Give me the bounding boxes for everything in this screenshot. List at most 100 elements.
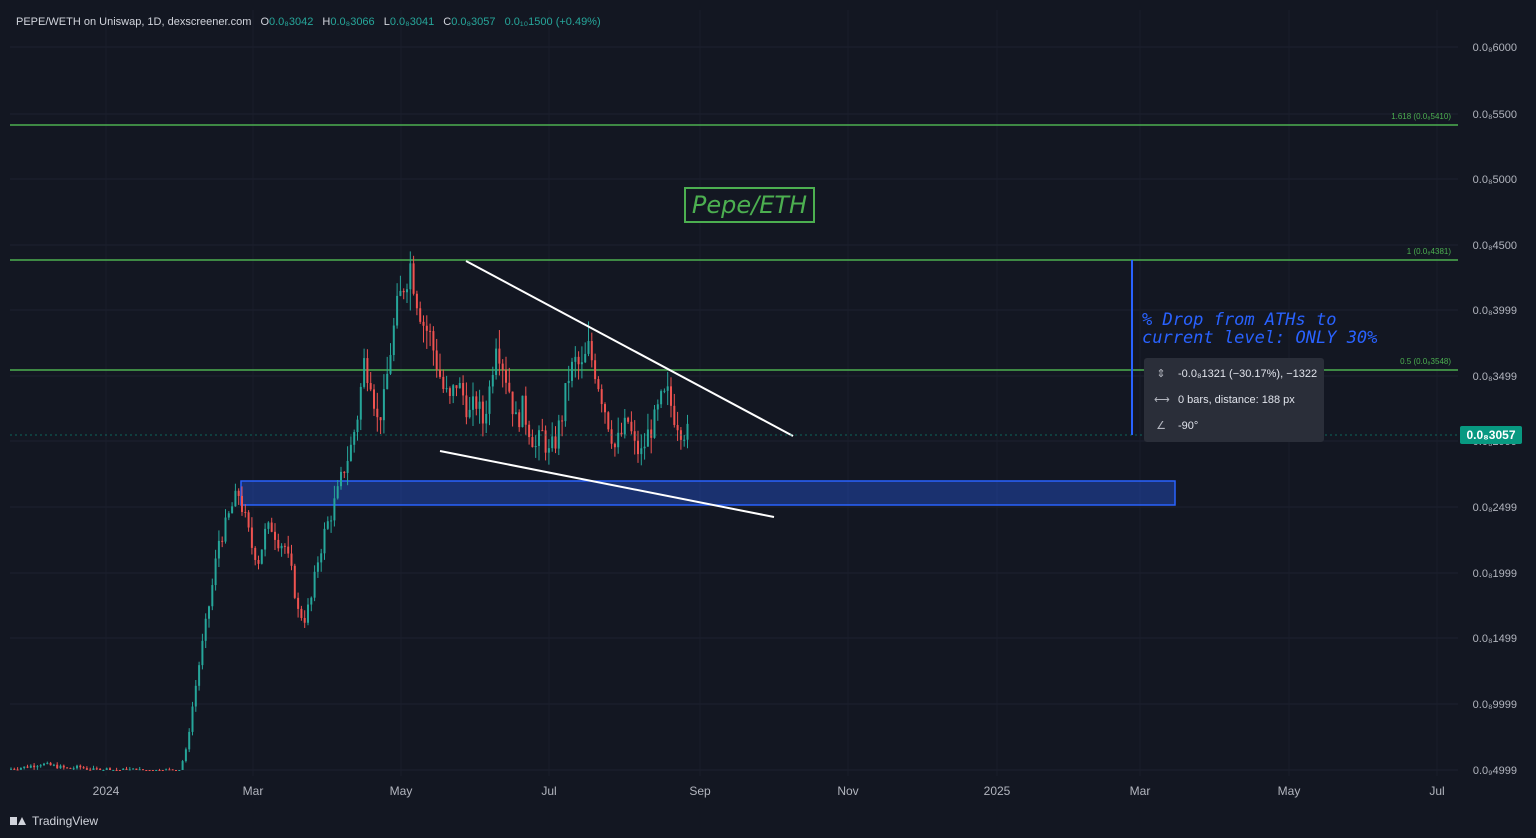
candle-body (118, 770, 121, 771)
candle-body (52, 764, 55, 766)
candle-body (287, 546, 290, 554)
candle-body (445, 388, 448, 390)
candle-body (653, 409, 656, 438)
candle-body (158, 770, 161, 771)
y-tick-label: 0.0₈1499 (1473, 633, 1517, 645)
candle-body (178, 770, 181, 771)
y-tick-label: 0.0₈1999 (1473, 568, 1517, 580)
candle-body (36, 766, 39, 768)
symbol-title: PEPE/WETH on Uniswap, 1D, dexscreener.co… (16, 16, 252, 28)
candle-body (165, 769, 168, 771)
x-tick-label: Nov (837, 784, 858, 798)
candle-body (587, 341, 590, 354)
candle-body (683, 439, 686, 441)
candle-body (89, 769, 92, 771)
candle-body (673, 405, 676, 425)
candle-body (633, 431, 636, 441)
candle-body (198, 665, 201, 686)
candle-body (663, 390, 666, 392)
candle-body (109, 768, 111, 770)
candle-body (392, 325, 395, 356)
candle-body (468, 409, 471, 418)
trendlines (439, 260, 794, 518)
x-tick-label: May (390, 784, 413, 798)
candle-body (528, 424, 531, 438)
candle-body (389, 355, 392, 374)
candle-body (29, 765, 32, 768)
x-tick-label: 2024 (93, 784, 120, 798)
candle-body (623, 417, 626, 435)
y-tick-label: 0.0₉4999 (1473, 765, 1517, 777)
bar-range-icon: ⟷ (1154, 394, 1170, 406)
tradingview-logo-icon (10, 815, 26, 827)
candle-body (59, 765, 62, 769)
candle-body (415, 293, 418, 309)
candle-body (283, 545, 286, 547)
candle-body (574, 356, 577, 362)
chart-title-label[interactable]: Pepe/ETH (684, 187, 815, 223)
high-value: 0.0₈3066 (330, 16, 375, 28)
candle-body (151, 770, 154, 771)
candle-body (135, 768, 138, 770)
candle-body (95, 768, 98, 770)
x-tick-label: Mar (1130, 784, 1151, 798)
candle-body (125, 768, 128, 770)
y-tick-label: 0.0₈2499 (1473, 502, 1517, 514)
y-tick-label: 0.0₈3999 (1473, 305, 1517, 317)
candle-body (62, 765, 65, 768)
candle-body (495, 348, 498, 375)
candle-body (145, 770, 148, 771)
candle-body (481, 401, 484, 424)
candle-body (69, 767, 72, 769)
y-tick-label: 0.0₈5500 (1473, 109, 1517, 121)
fib-level-label: 0.5 (0.0₈3548) (1400, 357, 1451, 366)
candle-body (310, 597, 313, 605)
candle-body (188, 731, 191, 750)
candle-body (442, 376, 445, 389)
candle-body (369, 383, 372, 390)
candle-body (564, 383, 567, 422)
candle-body (521, 395, 524, 428)
candle-body (488, 386, 491, 414)
candle-body (478, 401, 481, 409)
candle-body (557, 420, 560, 449)
candle-body (425, 325, 428, 331)
candle-body (541, 430, 544, 432)
candle-body (307, 604, 309, 623)
candle-body (676, 424, 679, 431)
candle-body (465, 395, 468, 418)
candle-body (257, 559, 260, 564)
candle-body (343, 471, 346, 473)
candle-body (366, 358, 369, 384)
candle-body (66, 767, 69, 769)
candle-body (23, 766, 26, 768)
candle-body (254, 547, 257, 560)
candle-body (640, 448, 643, 455)
close-value: 0.0₈3057 (451, 16, 496, 28)
chart-header: PEPE/WETH on Uniswap, 1D, dexscreener.co… (16, 16, 601, 28)
candle-body (217, 540, 220, 559)
candle-body (142, 769, 144, 771)
x-tick-label: Jul (1429, 784, 1444, 798)
candle-body (613, 443, 616, 448)
candle-body (92, 768, 95, 770)
candle-body (650, 429, 653, 438)
candle-body (551, 436, 554, 449)
candle-body (637, 440, 639, 455)
candle-body (538, 430, 540, 446)
candle-body (363, 358, 366, 387)
candle-body (105, 768, 108, 770)
open-value: 0.0₈3042 (269, 16, 314, 28)
x-tick-label: Sep (689, 784, 711, 798)
tradingview-brand[interactable]: TradingView (10, 814, 98, 828)
candle-body (359, 386, 362, 420)
candle-body (396, 295, 399, 326)
candle-body (554, 436, 557, 449)
y-tick-label: 0.0₈6000 (1473, 42, 1517, 54)
candle-body (600, 389, 603, 405)
candle-body (501, 363, 504, 370)
candle-body (43, 763, 45, 766)
x-tick-label: Mar (243, 784, 264, 798)
drop-annotation[interactable]: % Drop from ATHs to current level: ONLY … (1142, 310, 1378, 348)
